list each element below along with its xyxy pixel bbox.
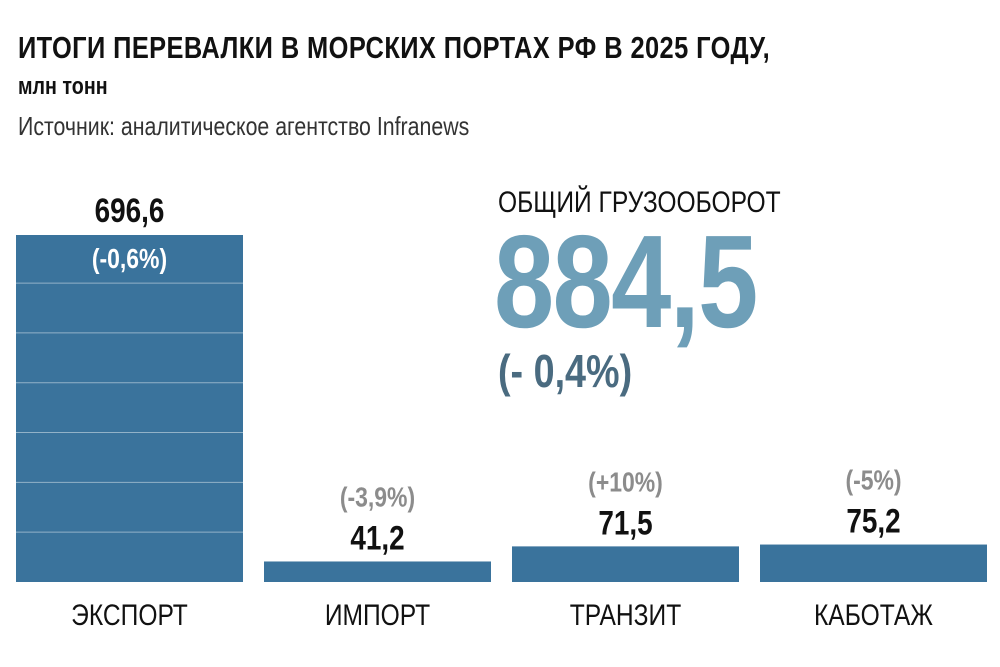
value-label: 71,5	[598, 504, 652, 542]
value-label: 75,2	[846, 502, 900, 540]
total-change: (- 0,4%)	[498, 345, 633, 397]
category-label: ТРАНЗИТ	[570, 598, 682, 632]
value-label: 41,2	[350, 519, 404, 557]
value-label: 696,6	[95, 191, 165, 229]
chart-source: Источник: аналитическое агентство Infran…	[18, 111, 470, 141]
change-label: (-5%)	[845, 465, 901, 496]
bar-2	[512, 546, 739, 582]
bar-0	[16, 235, 243, 582]
category-label: КАБОТАЖ	[814, 598, 933, 632]
bar-3	[760, 544, 987, 582]
chart-title: ИТОГИ ПЕРЕВАЛКИ В МОРСКИХ ПОРТАХ РФ В 20…	[18, 30, 771, 65]
category-label: ЭКСПОРТ	[71, 598, 188, 632]
bar-1	[264, 561, 491, 582]
category-label: ИМПОРТ	[325, 598, 430, 632]
total-label: ОБЩИЙ ГРУЗООБОРОТ	[498, 186, 781, 219]
change-label: (+10%)	[588, 467, 663, 498]
total-value: 884,5	[494, 208, 758, 355]
chart-unit: млн тонн	[18, 73, 108, 100]
change-label: (-3,9%)	[340, 482, 415, 513]
change-label: (-0,6%)	[92, 244, 167, 275]
